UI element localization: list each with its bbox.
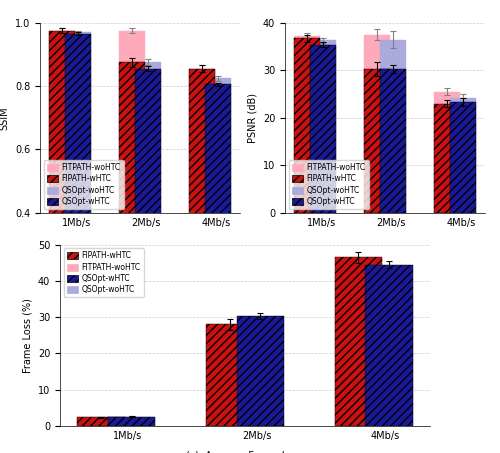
Y-axis label: PSNR (dB): PSNR (dB) xyxy=(248,93,258,143)
Bar xyxy=(236,419,284,426)
Bar xyxy=(334,257,382,426)
Bar xyxy=(77,418,124,426)
Bar xyxy=(434,92,460,213)
Bar xyxy=(380,40,406,213)
Bar xyxy=(366,265,413,426)
Bar xyxy=(380,69,406,213)
Bar xyxy=(134,63,160,340)
Bar xyxy=(294,39,320,213)
Bar xyxy=(49,31,75,340)
Bar xyxy=(364,69,390,213)
Bar xyxy=(236,316,284,426)
Bar xyxy=(77,418,124,426)
Text: (b)  Average PSNR: (b) Average PSNR xyxy=(340,247,430,257)
Bar xyxy=(294,36,320,213)
Y-axis label: Frame Loss (%): Frame Loss (%) xyxy=(22,298,32,373)
Bar xyxy=(108,417,156,426)
Bar xyxy=(310,44,336,213)
Legend: FIPATH-wHTC, FITPATH-woHTC, QSOpt-wHTC, QSOpt-woHTC: FIPATH-wHTC, FITPATH-woHTC, QSOpt-wHTC, … xyxy=(64,248,144,298)
Bar xyxy=(434,104,460,213)
Text: (c)  Average Frame Loss: (c) Average Frame Loss xyxy=(186,451,304,453)
Bar xyxy=(205,85,231,340)
Bar xyxy=(49,31,75,340)
Bar xyxy=(64,34,90,340)
Legend: FITPATH-woHTC, FIPATH-wHTC, QSOpt-woHTC, QSOpt-wHTC: FITPATH-woHTC, FIPATH-wHTC, QSOpt-woHTC,… xyxy=(289,160,368,209)
Bar xyxy=(120,63,146,340)
Legend: FITPATH-woHTC, FIPATH-wHTC, QSOpt-woHTC, QSOpt-wHTC: FITPATH-woHTC, FIPATH-wHTC, QSOpt-woHTC,… xyxy=(44,160,124,209)
Bar xyxy=(64,32,90,340)
Bar xyxy=(334,275,382,426)
Bar xyxy=(134,68,160,340)
Bar xyxy=(108,417,156,426)
Y-axis label: SSIM: SSIM xyxy=(0,106,10,130)
Text: (a)  Average SSIM: (a) Average SSIM xyxy=(97,247,183,257)
Bar xyxy=(190,68,216,340)
Bar xyxy=(366,297,413,426)
Bar xyxy=(450,102,476,213)
Bar xyxy=(206,324,254,426)
Bar xyxy=(206,419,254,426)
Bar xyxy=(310,40,336,213)
Bar xyxy=(120,31,146,340)
Bar xyxy=(450,98,476,213)
Bar xyxy=(205,78,231,340)
Bar xyxy=(364,34,390,213)
Bar xyxy=(190,68,216,340)
